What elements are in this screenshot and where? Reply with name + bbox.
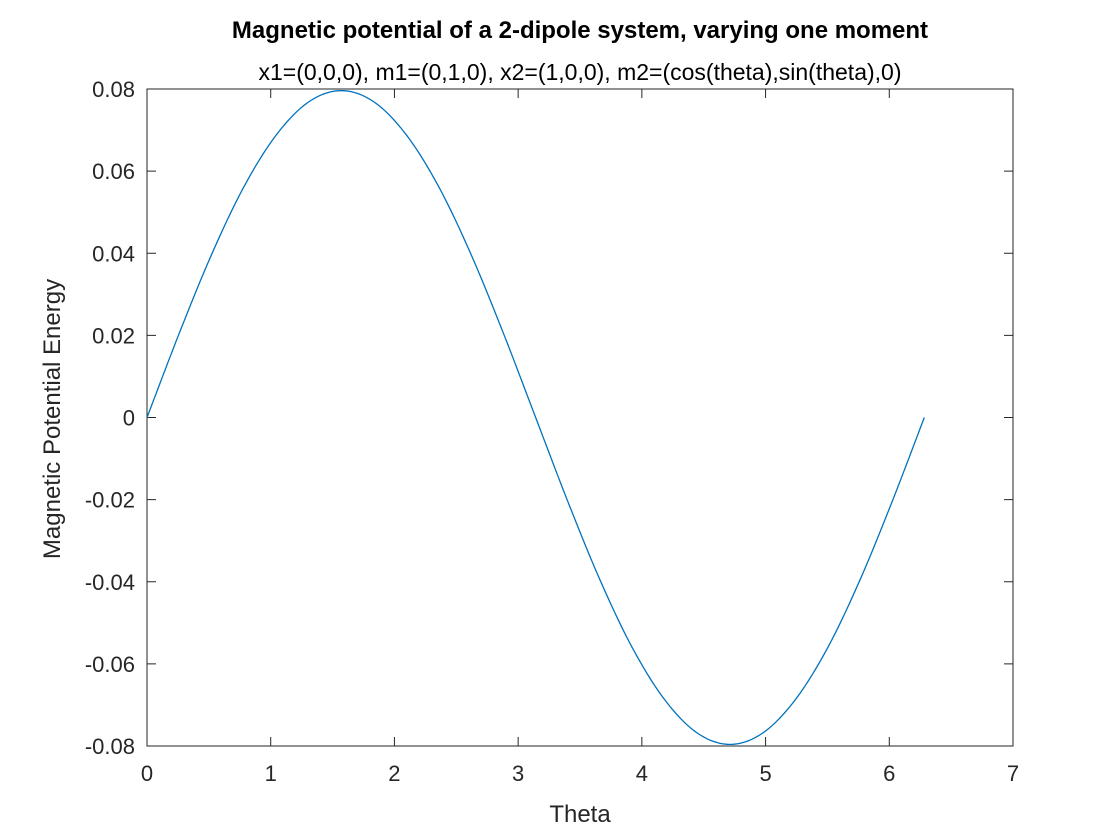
axes-box: [146, 88, 1014, 747]
y-tick-label: 0.08: [92, 77, 135, 102]
y-tick-label: -0.04: [85, 570, 135, 595]
plot-area: 0 1 2 3 4 5 6 7 0.08 0.06 0.04 0.02 0 -0.02 -0.04 -0.06…: [85, 77, 1019, 786]
y-tick-label: -0.02: [85, 488, 135, 513]
x-tick-label: 1: [265, 761, 277, 786]
chart-title: Magnetic potential of a 2-dipole system,…: [232, 17, 928, 44]
series-line: [146, 89, 925, 746]
y-tick-label: 0: [123, 406, 135, 431]
x-axis-label: Theta: [549, 801, 611, 828]
y-tick-label: -0.08: [85, 734, 135, 759]
y-tick-label: -0.06: [85, 652, 135, 677]
x-tick-label: 7: [1007, 761, 1019, 786]
x-tick-label: 0: [141, 761, 153, 786]
chart-subtitle: x1=(0,0,0), m1=(0,1,0), x2=(1,0,0), m2=(…: [258, 59, 901, 85]
x-tick-label: 3: [512, 761, 524, 786]
y-axis-label: Magnetic Potential Energy: [39, 279, 66, 559]
x-tick-label: 6: [883, 761, 895, 786]
x-tick-label: 5: [759, 761, 771, 786]
y-tick-label: 0.06: [92, 159, 135, 184]
y-tick-label: 0.02: [92, 323, 135, 348]
x-tick-label: 2: [388, 761, 400, 786]
x-tick-label: 4: [636, 761, 648, 786]
y-tick-label: 0.04: [92, 241, 135, 266]
